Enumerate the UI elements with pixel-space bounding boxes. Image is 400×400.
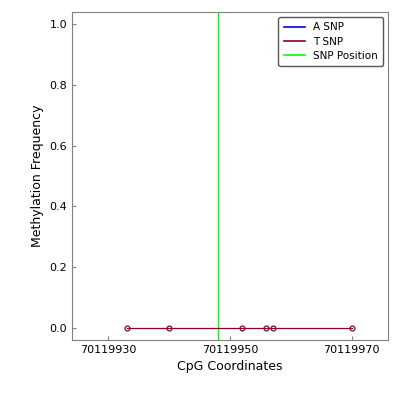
Legend: A SNP, T SNP, SNP Position: A SNP, T SNP, SNP Position [278,17,383,66]
Y-axis label: Methylation Frequency: Methylation Frequency [31,105,44,247]
X-axis label: CpG Coordinates: CpG Coordinates [177,360,283,374]
